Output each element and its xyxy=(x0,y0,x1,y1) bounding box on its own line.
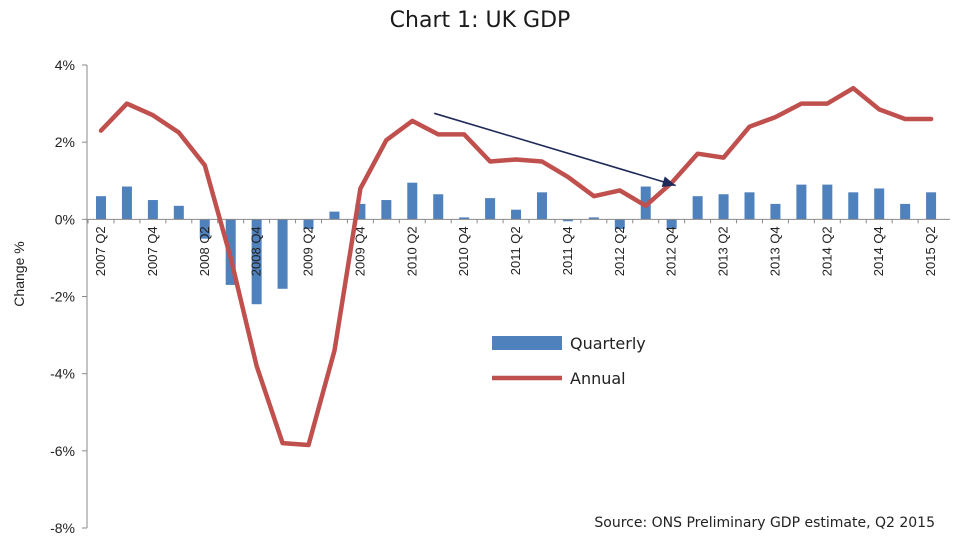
quarterly-bar xyxy=(303,219,314,229)
x-tick-label: 2015 Q2 xyxy=(923,226,938,276)
arrow-shaft xyxy=(433,112,676,187)
source-note: Source: ONS Preliminary GDP estimate, Q2… xyxy=(594,515,935,531)
legend-swatch-quarterly xyxy=(492,336,562,350)
quarterly-bar xyxy=(796,184,807,220)
quarterly-bar xyxy=(588,217,599,220)
x-tick-label: 2012 Q2 xyxy=(612,226,627,276)
trend-arrow xyxy=(433,112,676,188)
quarterly-bar xyxy=(277,219,288,289)
quarterly-bar xyxy=(822,184,833,220)
quarterly-bar xyxy=(485,198,496,220)
y-tick-label: 0% xyxy=(55,211,75,227)
quarterly-bar xyxy=(562,219,573,222)
y-tick-label: 2% xyxy=(55,134,75,150)
x-tick-label: 2013 Q2 xyxy=(716,226,731,276)
x-tick-label: 2012 Q4 xyxy=(664,226,679,276)
chart-title: Chart 1: UK GDP xyxy=(390,8,571,33)
quarterly-bar xyxy=(433,194,444,220)
x-tick-label: 2007 Q4 xyxy=(145,226,160,276)
quarterly-bar xyxy=(874,188,885,220)
x-tick-label: 2010 Q4 xyxy=(456,226,471,276)
y-tick-label: -6% xyxy=(50,443,75,459)
quarterly-bar xyxy=(744,192,755,220)
x-axis: 2007 Q2 2007 Q4 2008 Q2 2008 Q4 2009 Q2 2009 … xyxy=(87,218,950,276)
quarterly-bar xyxy=(329,211,340,220)
y-tick-label: 4% xyxy=(55,57,75,73)
quarterly-bar xyxy=(666,219,677,229)
x-tick-label: 2011 Q4 xyxy=(560,226,575,275)
annual-series-line xyxy=(98,85,934,448)
y-axis-label: Change % xyxy=(11,241,27,306)
quarterly-bar xyxy=(459,217,470,220)
x-tick-label: 2008 Q2 xyxy=(197,226,212,276)
annual-line xyxy=(98,85,934,448)
quarterly-bar xyxy=(900,203,911,220)
quarterly-bar xyxy=(614,219,625,229)
y-tick-label: -2% xyxy=(50,289,75,305)
quarterly-bar xyxy=(536,192,547,220)
quarterly-bar xyxy=(199,219,210,239)
quarterly-bar xyxy=(692,196,703,220)
legend-label: Quarterly xyxy=(570,334,646,353)
x-tick-label: 2011 Q2 xyxy=(508,226,523,275)
x-tick-label: 2009 Q2 xyxy=(301,226,316,276)
y-tick-label: -4% xyxy=(50,366,75,382)
quarterly-bar xyxy=(251,219,262,305)
quarterly-bar xyxy=(147,200,158,220)
x-tick-label: 2010 Q2 xyxy=(404,226,419,276)
legend-label: Annual xyxy=(570,369,626,388)
quarterly-bar xyxy=(848,192,859,220)
x-tick-label: 2013 Q4 xyxy=(767,226,782,276)
arrow-head xyxy=(661,176,676,188)
x-tick-label: 2007 Q2 xyxy=(93,226,108,276)
quarterly-bar xyxy=(407,182,418,220)
quarterly-bar xyxy=(381,200,392,220)
quarterly-bar xyxy=(511,209,522,220)
quarterly-bar xyxy=(121,186,132,220)
x-tick-label: 2009 Q4 xyxy=(352,226,367,276)
quarterly-bar xyxy=(355,203,366,220)
quarterly-bar xyxy=(718,194,729,220)
quarterly-bar xyxy=(173,205,184,220)
quarterly-bar xyxy=(96,196,106,220)
y-tick-label: -8% xyxy=(50,520,75,536)
quarterly-bar xyxy=(770,203,781,220)
x-tick-label: 2014 Q2 xyxy=(819,226,834,276)
quarterly-bar xyxy=(926,192,937,220)
x-tick-label: 2014 Q4 xyxy=(871,226,886,276)
legend: Quarterly Annual xyxy=(492,334,646,388)
y-axis: 4% 2% 0% -2% -4% -6% -8% xyxy=(50,57,88,536)
x-tick-label: 2008 Q4 xyxy=(249,226,264,276)
